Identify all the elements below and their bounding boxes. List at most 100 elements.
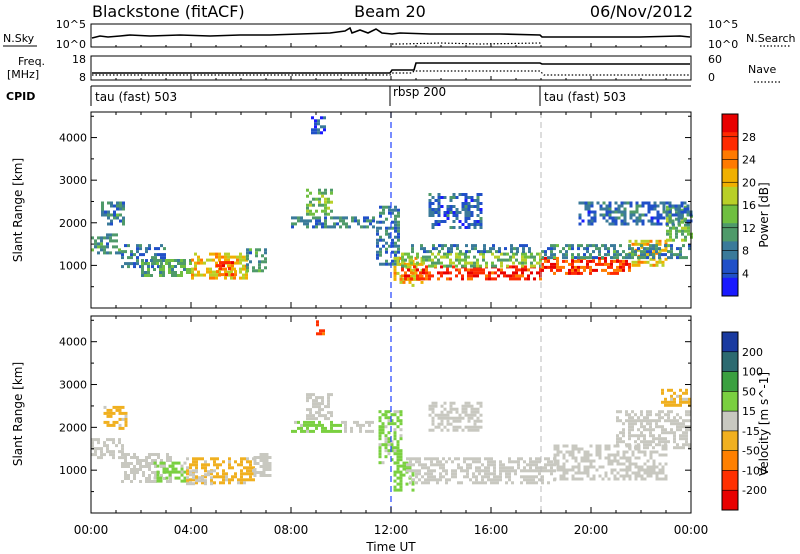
- heatmap-cell: [449, 211, 453, 214]
- heatmap-cell: [518, 268, 521, 272]
- heatmap-cell: [514, 469, 517, 473]
- heatmap-cell: [433, 478, 436, 482]
- heatmap-region: [553, 444, 668, 481]
- heatmap-cell: [498, 247, 501, 251]
- heatmap-cell: [616, 462, 620, 466]
- heatmap-cell: [449, 401, 453, 405]
- heatmap-cell: [206, 267, 209, 271]
- heatmap-cell: [324, 216, 327, 220]
- heatmap-cell: [628, 443, 631, 447]
- heatmap-cell: [130, 262, 133, 266]
- heatmap-cell: [318, 402, 321, 406]
- heatmap-cell: [538, 478, 541, 482]
- heatmap-cell: [683, 201, 687, 205]
- heatmap-cell: [628, 428, 631, 432]
- heatmap-cell: [243, 466, 246, 470]
- heatmap-cell: [553, 462, 557, 466]
- heatmap-cell: [628, 256, 631, 260]
- heatmap-cell: [607, 444, 611, 448]
- heatmap-cell: [440, 265, 443, 269]
- heatmap-cell: [658, 257, 662, 261]
- heatmap-cell: [631, 425, 634, 429]
- colorbar-segment: [722, 470, 738, 491]
- heatmap-cell: [616, 271, 619, 275]
- heatmap-cell: [262, 462, 266, 465]
- heatmap-cell: [399, 476, 403, 480]
- heatmap-cell: [682, 244, 685, 248]
- heatmap-cell: [303, 420, 306, 424]
- heatmap-cell: [634, 250, 637, 254]
- heatmap-cell: [619, 456, 623, 460]
- heatmap-cell: [227, 252, 230, 256]
- heatmap-cell: [424, 472, 427, 476]
- heatmap-cell: [629, 201, 633, 205]
- heatmap-cell: [464, 217, 468, 220]
- heatmap-cell: [124, 414, 128, 418]
- heatmap-cell: [590, 201, 594, 205]
- heatmap-cell: [421, 466, 424, 470]
- heatmap-cell: [541, 475, 544, 479]
- heatmap-cell: [574, 265, 577, 269]
- heatmap-cell: [118, 248, 121, 252]
- heatmap-cell: [675, 229, 678, 233]
- heatmap-cell: [420, 280, 424, 284]
- heatmap-cell: [457, 466, 460, 470]
- heatmap-cell: [309, 420, 312, 424]
- heatmap-cell: [589, 465, 593, 469]
- heatmap-cell: [677, 219, 681, 223]
- heatmap-cell: [625, 468, 629, 472]
- heatmap-cell: [393, 485, 397, 489]
- heatmap-cell: [571, 468, 575, 472]
- heatmap-cell: [461, 428, 465, 432]
- heatmap-cell: [556, 459, 560, 463]
- heatmap-cell: [327, 212, 330, 216]
- heatmap-cell: [242, 273, 245, 277]
- heatmap-cell: [321, 402, 324, 406]
- heatmap-cell: [629, 210, 633, 214]
- heatmap-cell: [455, 208, 459, 211]
- heatmap-cell: [101, 213, 104, 217]
- heatmap-cell: [396, 271, 400, 275]
- heatmap-cell: [109, 408, 113, 412]
- heatmap-cell: [399, 464, 403, 468]
- heatmap-cell: [145, 250, 148, 254]
- heatmap-cell: [616, 419, 619, 423]
- heatmap-cell: [116, 207, 119, 211]
- heatmap-cell: [509, 258, 512, 262]
- heatmap-cell: [607, 271, 610, 275]
- heatmap-cell: [177, 262, 180, 265]
- heatmap-cell: [685, 443, 688, 447]
- heatmap-cell: [637, 456, 641, 460]
- heatmap-cell: [171, 274, 174, 277]
- heatmap-cell: [255, 254, 258, 258]
- heatmap-cell: [458, 419, 462, 423]
- heatmap-cell: [539, 268, 542, 272]
- heatmap-cell: [399, 458, 403, 462]
- heatmap-cell: [397, 238, 400, 242]
- heatmap-cell: [535, 463, 538, 467]
- heatmap-cell: [106, 236, 109, 240]
- heatmap-cell: [619, 462, 623, 466]
- heatmap-cell: [127, 256, 130, 260]
- heatmap-cell: [580, 271, 583, 275]
- heatmap-region: [616, 410, 691, 450]
- heatmap-cell: [320, 125, 323, 129]
- heatmap-cell: [646, 443, 649, 447]
- heatmap-cell: [431, 202, 435, 205]
- heatmap-cell: [565, 471, 569, 475]
- heatmap-cell: [623, 216, 627, 220]
- heatmap-cell: [484, 472, 487, 476]
- heatmap-cell: [640, 250, 643, 254]
- heatmap-cell: [443, 252, 446, 256]
- heatmap-cell: [388, 211, 391, 215]
- heatmap-cell: [405, 461, 409, 465]
- heatmap-cell: [430, 463, 433, 467]
- heatmap-cell: [562, 456, 566, 460]
- heatmap-cell: [634, 422, 637, 426]
- heatmap-cell: [206, 270, 209, 274]
- heatmap-cell: [490, 478, 493, 482]
- heatmap-cell: [434, 223, 438, 226]
- heatmap-cell: [587, 222, 591, 226]
- heatmap-cell: [252, 478, 255, 482]
- heatmap-cell: [440, 205, 444, 208]
